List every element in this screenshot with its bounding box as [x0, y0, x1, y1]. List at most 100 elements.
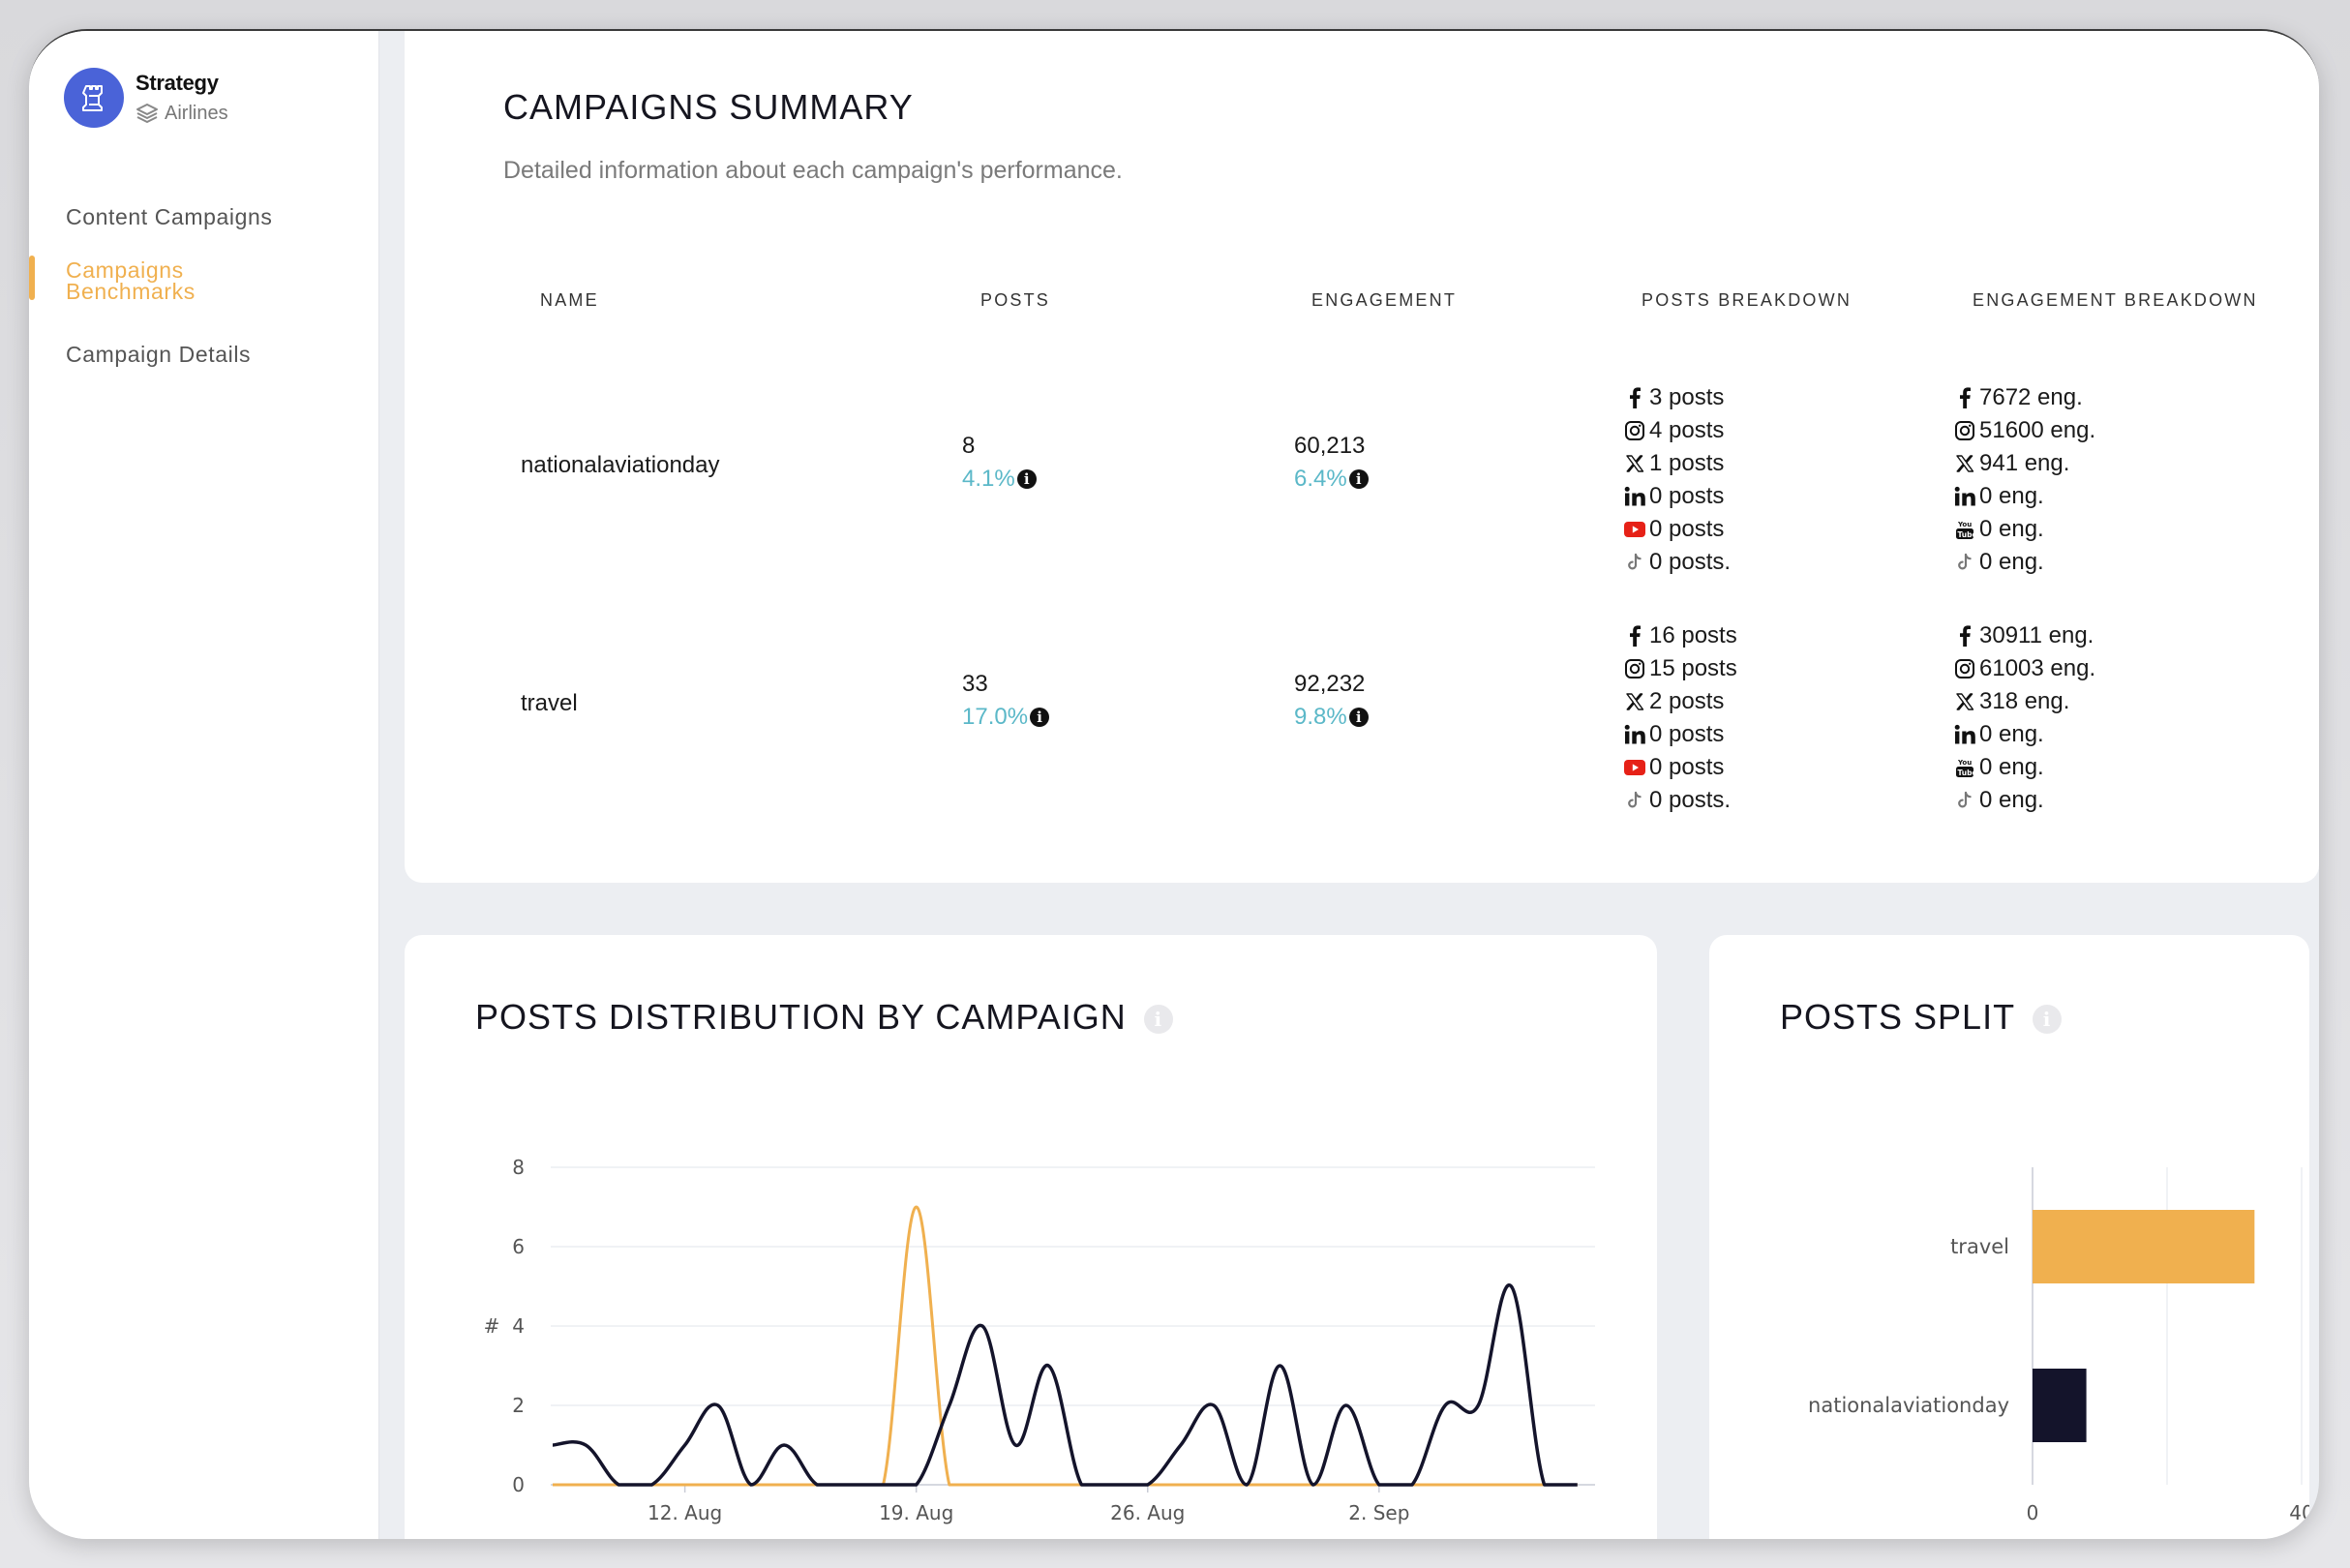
y-tick-label: 8	[512, 1156, 525, 1179]
facebook-posts: 3 posts	[1649, 384, 1725, 410]
campaigns-summary-card: CAMPAIGNS SUMMARY Detailed information a…	[405, 31, 2319, 883]
engagement-breakdown: 7672 eng. 51600 eng. 941 eng. 0 eng. You…	[1954, 381, 2225, 579]
x-icon	[1624, 690, 1645, 713]
sidebar-item-content-campaigns[interactable]: Content Campaigns	[29, 205, 378, 259]
bar-travel	[2033, 1210, 2255, 1283]
posts-percentage: 4.1% i	[962, 466, 1037, 493]
x-tick-label: 2. Sep	[1348, 1501, 1409, 1524]
x-icon	[1954, 690, 1975, 713]
y-tick-label: 4	[512, 1314, 525, 1338]
youtube-posts: 0 posts	[1649, 754, 1725, 780]
engagement-percentage-value: 6.4%	[1294, 466, 1347, 492]
posts-percentage: 17.0% i	[962, 704, 1050, 731]
x-posts: 1 posts	[1649, 450, 1725, 476]
facebook-icon	[1624, 386, 1645, 409]
series-line-travel	[552, 1283, 1578, 1487]
posts-percentage-value: 4.1%	[962, 466, 1015, 492]
sidebar-item-campaign-details[interactable]: Campaign Details	[29, 343, 378, 397]
youtube-posts: 0 posts	[1649, 516, 1725, 542]
linkedin-posts: 0 posts	[1649, 483, 1725, 509]
workspace-subtitle: Airlines	[165, 102, 228, 124]
y-axis-label: #	[484, 1314, 500, 1338]
x-tick-label: 19. Aug	[879, 1501, 953, 1524]
svg-text:You: You	[1957, 521, 1972, 528]
instagram-posts: 4 posts	[1649, 417, 1725, 443]
bar-nationalaviationday	[2033, 1369, 2087, 1442]
x-icon	[1954, 452, 1975, 475]
y-tick-label: 6	[512, 1235, 525, 1258]
campaign-name[interactable]: nationalaviationday	[521, 452, 720, 478]
campaign-name[interactable]: travel	[521, 690, 578, 716]
instagram-icon	[1954, 419, 1975, 442]
brand[interactable]: Strategy Airlines	[64, 68, 228, 128]
tiktok-icon	[1954, 789, 1975, 812]
category-label: nationalaviationday	[1808, 1394, 2009, 1417]
youtube-engagement: 0 eng.	[1979, 516, 2044, 542]
chess-rook-icon	[64, 68, 124, 128]
facebook-icon	[1954, 386, 1975, 409]
linkedin-icon	[1624, 485, 1645, 508]
instagram-icon	[1954, 657, 1975, 680]
facebook-engagement: 30911 eng.	[1979, 622, 2094, 648]
category-label: travel	[1950, 1235, 2009, 1258]
instagram-engagement: 51600 eng.	[1979, 417, 2096, 443]
info-icon[interactable]: i	[1143, 1005, 1173, 1035]
layers-icon	[136, 104, 158, 123]
instagram-posts: 15 posts	[1649, 655, 1737, 681]
facebook-posts: 16 posts	[1649, 622, 1737, 648]
sidebar-nav: Content Campaigns Campaigns Benchmarks C…	[29, 205, 378, 397]
app-window: Strategy Airlines Content Campaigns Camp…	[29, 29, 2319, 1539]
linkedin-icon	[1954, 485, 1975, 508]
x-tick-label: 40	[2289, 1501, 2309, 1524]
info-icon[interactable]: i	[1030, 708, 1050, 727]
linkedin-icon	[1624, 723, 1645, 746]
engagement-percentage-value: 9.8%	[1294, 704, 1347, 730]
sidebar-item-label: Content Campaigns	[66, 204, 273, 229]
info-icon[interactable]: i	[2033, 1005, 2063, 1035]
tiktok-icon	[1624, 551, 1645, 574]
x-tick-label: 26. Aug	[1110, 1501, 1185, 1524]
tiktok-engagement: 0 eng.	[1979, 549, 2044, 575]
posts-distribution-card: POSTS DISTRIBUTION BY CAMPAIGN i 0 2 4 6 8 #12…	[405, 935, 1657, 1539]
linkedin-posts: 0 posts	[1649, 721, 1725, 747]
x-tick-label: 12. Aug	[648, 1501, 722, 1524]
svg-text:Tube: Tube	[1958, 530, 1975, 539]
sidebar-item-campaigns-benchmarks[interactable]: Campaigns Benchmarks	[29, 256, 378, 343]
column-header-posts-breakdown[interactable]: POSTS BREAKDOWN	[1642, 290, 1853, 310]
sidebar: Strategy Airlines Content Campaigns Camp…	[29, 31, 379, 1539]
engagement-percentage: 6.4% i	[1294, 466, 1369, 493]
facebook-engagement: 7672 eng.	[1979, 384, 2083, 410]
linkedin-engagement: 0 eng.	[1979, 721, 2044, 747]
youtube-icon	[1624, 518, 1645, 541]
tiktok-icon	[1954, 551, 1975, 574]
split-title-text: POSTS SPLIT	[1780, 997, 2016, 1037]
facebook-icon	[1954, 624, 1975, 648]
summary-subtitle: Detailed information about each campaign…	[503, 157, 1123, 184]
y-tick-label: 2	[512, 1394, 525, 1417]
tiktok-engagement: 0 eng.	[1979, 787, 2044, 813]
info-icon[interactable]: i	[1016, 469, 1037, 489]
posts-breakdown: 16 posts 15 posts 2 posts 0 posts 0 post…	[1624, 619, 1895, 817]
posts-split-card: POSTS SPLIT i 0 40 travel nationalaviationda…	[1709, 935, 2309, 1539]
facebook-icon	[1624, 624, 1645, 648]
posts-split-chart: 040travelnationalaviationdayPost count	[1808, 1167, 2309, 1524]
info-icon[interactable]: i	[1348, 708, 1369, 727]
x-icon	[1624, 452, 1645, 475]
column-header-engagement-breakdown[interactable]: ENGAGEMENT BREAKDOWN	[1973, 290, 2258, 310]
workspace-title: Strategy	[136, 71, 219, 95]
engagement-percentage: 9.8% i	[1294, 704, 1369, 731]
column-header-name[interactable]: NAME	[540, 290, 599, 310]
active-indicator	[29, 256, 35, 300]
engagement-value: 60,213	[1294, 433, 1366, 459]
distribution-title-text: POSTS DISTRIBUTION BY CAMPAIGN	[475, 997, 1127, 1037]
sidebar-item-label: Campaign Details	[66, 342, 252, 367]
youtube-icon	[1624, 756, 1645, 779]
tiktok-posts: 0 posts.	[1649, 787, 1732, 813]
posts-value: 8	[962, 433, 976, 459]
distribution-title: POSTS DISTRIBUTION BY CAMPAIGN i	[475, 997, 1173, 1038]
youtube-icon: You Tube	[1954, 756, 1975, 779]
column-header-engagement[interactable]: ENGAGEMENT	[1311, 290, 1458, 310]
info-icon[interactable]: i	[1348, 469, 1369, 489]
column-header-posts[interactable]: POSTS	[980, 290, 1051, 310]
